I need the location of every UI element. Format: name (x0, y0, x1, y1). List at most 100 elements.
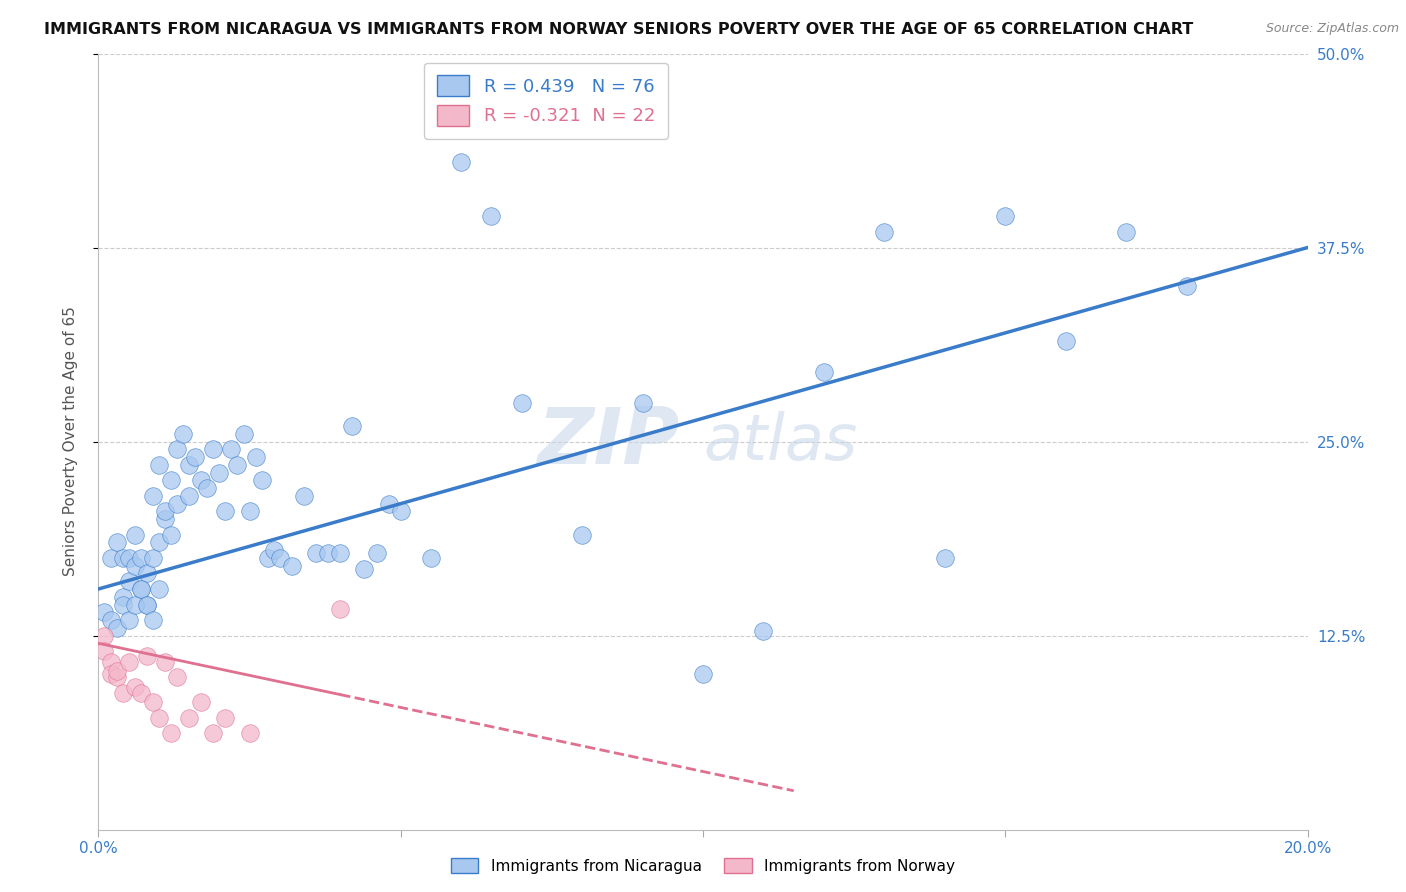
Point (148, 458, 170, 472)
Point (129, 582, 152, 596)
Point (214, 711, 236, 725)
Point (124, 598, 146, 612)
Point (166, 442, 188, 457)
Point (269, 551, 291, 566)
Point (93, 628, 115, 642)
Point (353, 562, 375, 576)
Point (202, 726, 225, 740)
Point (124, 558, 146, 573)
Point (420, 551, 443, 566)
Point (135, 598, 157, 612)
Point (190, 695, 212, 709)
Point (93, 605, 115, 619)
Text: atlas: atlas (703, 410, 858, 473)
Point (221, 442, 243, 457)
Point (100, 613, 122, 627)
Point (1115, 225, 1137, 239)
Point (208, 466, 231, 480)
Point (172, 426, 194, 441)
Point (481, 210, 503, 224)
Point (135, 598, 157, 612)
Point (93, 644, 115, 658)
Point (118, 613, 141, 627)
Point (256, 551, 278, 566)
Point (571, 527, 593, 541)
Point (510, 396, 533, 410)
Point (129, 582, 152, 596)
Point (179, 489, 201, 503)
Point (124, 527, 146, 541)
Point (1175, 279, 1198, 293)
Point (245, 450, 267, 464)
Point (692, 667, 714, 681)
Point (118, 655, 141, 669)
Point (160, 726, 183, 740)
Point (540, 93, 562, 107)
Point (105, 670, 128, 684)
Point (232, 426, 254, 441)
Point (148, 582, 170, 596)
Point (239, 504, 262, 518)
Point (873, 225, 896, 239)
Point (111, 551, 134, 566)
Point (292, 489, 315, 503)
Point (105, 535, 128, 549)
Legend: R = 0.439   N = 76, R = -0.321  N = 22: R = 0.439 N = 76, R = -0.321 N = 22 (425, 62, 668, 138)
Point (100, 667, 122, 681)
Point (389, 504, 412, 518)
Point (111, 590, 134, 604)
Point (124, 680, 146, 694)
Point (202, 442, 225, 457)
Point (100, 551, 122, 566)
Point (184, 450, 207, 464)
Point (1054, 334, 1077, 348)
Point (153, 512, 176, 526)
Point (250, 473, 273, 487)
Point (377, 497, 399, 511)
Point (118, 551, 141, 566)
Point (166, 497, 188, 511)
Point (366, 546, 388, 560)
Point (239, 726, 262, 740)
Point (135, 648, 157, 663)
Point (195, 481, 218, 495)
Point (142, 613, 165, 627)
Point (142, 695, 165, 709)
Point (316, 546, 339, 560)
Point (153, 504, 176, 518)
Point (342, 419, 364, 434)
Point (450, 155, 472, 169)
Point (160, 527, 183, 541)
Point (631, 396, 654, 410)
Point (118, 574, 141, 589)
Point (329, 546, 352, 560)
Point (160, 473, 183, 487)
Point (179, 711, 201, 725)
Point (281, 558, 304, 573)
Point (142, 489, 165, 503)
Point (105, 621, 128, 635)
Point (329, 602, 352, 616)
Point (305, 546, 328, 560)
Point (142, 551, 165, 566)
Legend: Immigrants from Nicaragua, Immigrants from Norway: Immigrants from Nicaragua, Immigrants fr… (444, 852, 962, 880)
Point (105, 665, 128, 679)
Point (813, 365, 835, 379)
Point (934, 551, 956, 566)
Point (135, 566, 157, 581)
Text: ZIP: ZIP (537, 403, 679, 480)
Point (226, 458, 249, 472)
Point (263, 543, 285, 558)
Point (100, 655, 122, 669)
Point (214, 504, 236, 518)
Point (752, 624, 775, 638)
Point (129, 551, 152, 566)
Y-axis label: Seniors Poverty Over the Age of 65: Seniors Poverty Over the Age of 65 (63, 307, 77, 576)
Point (166, 670, 188, 684)
Point (111, 598, 134, 612)
Point (148, 711, 170, 725)
Point (153, 655, 176, 669)
Point (148, 535, 170, 549)
Text: Source: ZipAtlas.com: Source: ZipAtlas.com (1265, 22, 1399, 36)
Point (111, 686, 134, 700)
